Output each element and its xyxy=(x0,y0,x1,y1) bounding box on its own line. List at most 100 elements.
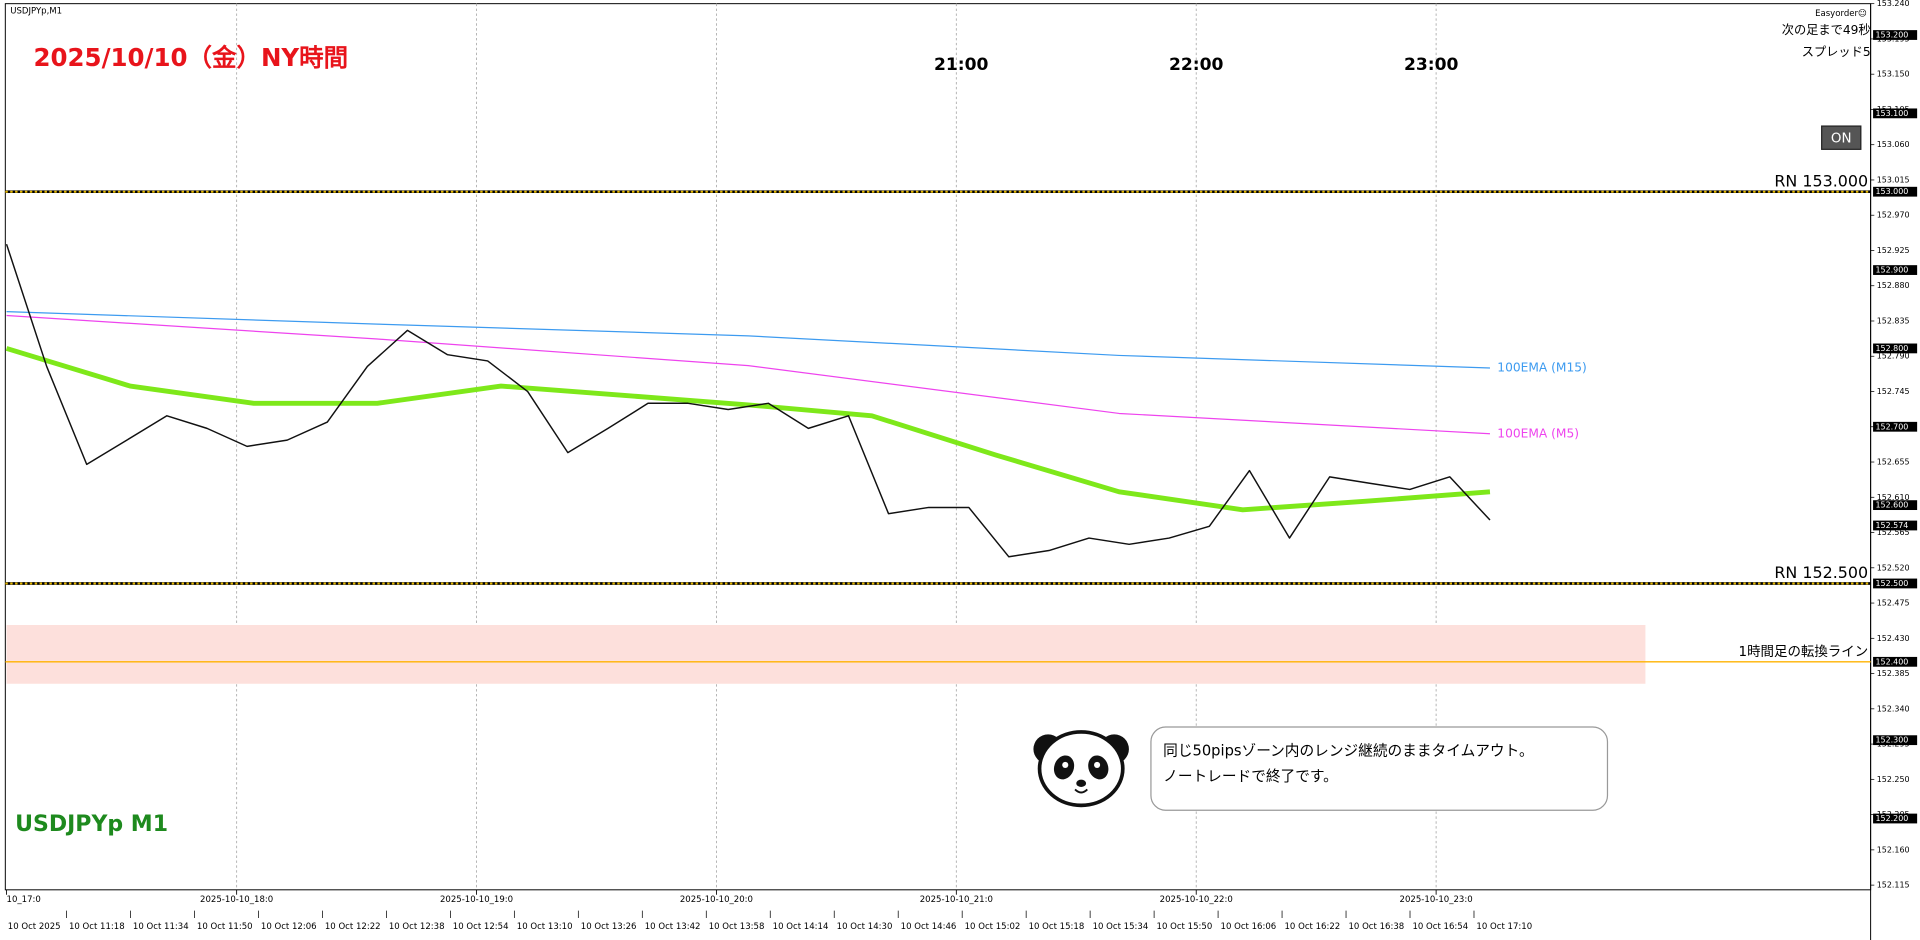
price-tag xyxy=(1873,656,1918,667)
x-time-label: 10 Oct 15:50 xyxy=(1157,922,1213,932)
price-tag-label: 152.300 xyxy=(1876,736,1909,745)
price-tag xyxy=(1873,265,1918,275)
y-tick-label: 153.015 xyxy=(1877,175,1910,184)
y-tick-label: 152.385 xyxy=(1877,669,1910,678)
y-tick-label: 152.250 xyxy=(1877,775,1910,784)
y-tick-label: 152.520 xyxy=(1877,563,1910,572)
price-tag-label: 153.100 xyxy=(1876,109,1909,118)
y-tick-label: 153.150 xyxy=(1877,70,1910,79)
price-tag-label: 152.600 xyxy=(1876,501,1909,510)
annotation-line: ノートレードで終了です。 xyxy=(1163,768,1338,785)
x-hour-label: 2025-10-10_20:0 xyxy=(680,895,753,905)
x-time-label: 10 Oct 13:58 xyxy=(709,922,765,932)
price-tag-label: 152.200 xyxy=(1876,814,1909,823)
price-tag xyxy=(1873,30,1918,40)
y-tick-label: 152.115 xyxy=(1877,881,1910,890)
price-tag-label: 152.500 xyxy=(1876,579,1909,588)
price-tag-label: 153.000 xyxy=(1876,187,1909,196)
watermark: USDJPYp M1 xyxy=(15,812,168,837)
price-tag-label: 152.400 xyxy=(1876,657,1909,666)
x-hour-label: 2025-10-10_19:0 xyxy=(440,895,513,905)
price-tag xyxy=(1873,108,1918,119)
y-tick-label: 152.790 xyxy=(1877,352,1910,361)
price-tag-label: 152.900 xyxy=(1876,266,1909,275)
price-tag xyxy=(1873,421,1918,432)
speech-bubble xyxy=(1150,726,1609,811)
series-label: 100EMA (M15) xyxy=(1497,361,1586,375)
x-time-label: 10 Oct 15:02 xyxy=(965,922,1021,932)
level-label: RN 153.000 xyxy=(1774,171,1868,190)
x-time-label: 10 Oct 17:10 xyxy=(1476,922,1532,932)
price-tag xyxy=(1873,186,1918,197)
x-time-label: 10 Oct 13:26 xyxy=(581,922,637,932)
x-time-label: 10 Oct 13:42 xyxy=(645,922,701,932)
chart-title: 2025/10/10（金）NY時間 xyxy=(33,43,348,72)
zone xyxy=(6,624,1646,684)
on-button-label[interactable]: ON xyxy=(1831,131,1852,146)
x-time-label: 10 Oct 14:46 xyxy=(901,922,957,932)
hour-label: 21:00 xyxy=(934,55,989,75)
on-button[interactable] xyxy=(1821,125,1862,150)
y-tick-label: 152.565 xyxy=(1877,528,1910,537)
x-time-label: 10 Oct 15:18 xyxy=(1029,922,1085,932)
y-tick-label: 152.475 xyxy=(1877,599,1910,608)
hour-label: 22:00 xyxy=(1169,55,1224,75)
y-tick-label: 152.835 xyxy=(1877,316,1910,325)
series-line xyxy=(6,314,1491,435)
y-tick-label: 152.610 xyxy=(1877,493,1910,502)
y-tick-label: 152.745 xyxy=(1877,387,1910,396)
indicator-name: Easyorder☺ xyxy=(1815,9,1867,19)
countdown: 次の足まで49秒 xyxy=(1782,23,1871,37)
x-hour-label: 2025-10-10_18:0 xyxy=(200,895,273,905)
x-time-label: 10 Oct 11:50 xyxy=(197,922,253,932)
y-tick-label: 152.925 xyxy=(1877,246,1910,255)
series-label: 100EMA (M5) xyxy=(1497,426,1579,440)
y-tick-label: 152.970 xyxy=(1877,211,1910,220)
series-line xyxy=(6,311,1490,369)
x-time-label: 10 Oct 14:30 xyxy=(837,922,893,932)
price-tag xyxy=(1873,520,1918,531)
x-time-label: 10 Oct 15:34 xyxy=(1093,922,1149,932)
x-time-label: 10 Oct 16:06 xyxy=(1221,922,1277,932)
x-time-label: 10 Oct 2025 xyxy=(8,922,61,932)
series-line xyxy=(5,243,1491,558)
symbol-label: USDJPYp,M1 xyxy=(10,7,62,17)
x-time-label: 10 Oct 12:54 xyxy=(453,922,509,932)
x-hour-label: 2025-10-10_23:0 xyxy=(1400,895,1473,905)
spread: スプレッド5 xyxy=(1802,45,1871,59)
main-layer xyxy=(5,190,1871,663)
x-time-label: 10 Oct 13:10 xyxy=(517,922,573,932)
price-tag-label: 152.800 xyxy=(1876,344,1909,353)
y-tick-label: 153.240 xyxy=(1877,0,1910,8)
back-layer xyxy=(6,3,1646,890)
series-line xyxy=(5,346,1491,513)
y-tick-label: 152.430 xyxy=(1877,634,1910,643)
price-tag-label: 152.700 xyxy=(1876,422,1909,431)
price-tag xyxy=(1873,343,1918,354)
hour-label: 23:00 xyxy=(1404,55,1459,75)
y-tick-label: 152.340 xyxy=(1877,704,1910,713)
price-tag xyxy=(1873,578,1918,589)
price-tag-label: 152.574 xyxy=(1876,521,1909,530)
x-hour-label: 2025-10-10_22:0 xyxy=(1160,895,1233,905)
level-label: 1時間足の転換ライン xyxy=(1739,644,1869,660)
y-tick-label: 152.160 xyxy=(1877,845,1910,854)
x-time-label: 10 Oct 14:14 xyxy=(773,922,829,932)
panda-icon xyxy=(1033,730,1129,808)
x-hour-label: 2025-10-10_21:0 xyxy=(920,895,993,905)
price-tag xyxy=(1873,735,1918,746)
y-tick-label: 153.060 xyxy=(1877,140,1910,149)
y-tick-label: 152.880 xyxy=(1877,281,1910,290)
x-time-label: 10 Oct 16:22 xyxy=(1285,922,1341,932)
x-time-label: 10 Oct 12:06 xyxy=(261,922,317,932)
price-tag xyxy=(1873,813,1918,824)
x-time-label: 10 Oct 11:34 xyxy=(133,922,189,932)
x-time-label: 10 Oct 16:38 xyxy=(1348,922,1404,932)
annotation-line: 同じ50pipsゾーン内のレンジ継続のままタイムアウト。 xyxy=(1163,743,1533,760)
x-time-label: 10 Oct 12:38 xyxy=(389,922,445,932)
x-time-label: 10 Oct 16:54 xyxy=(1412,922,1468,932)
x-hour-label: 10_17:0 xyxy=(7,895,41,905)
